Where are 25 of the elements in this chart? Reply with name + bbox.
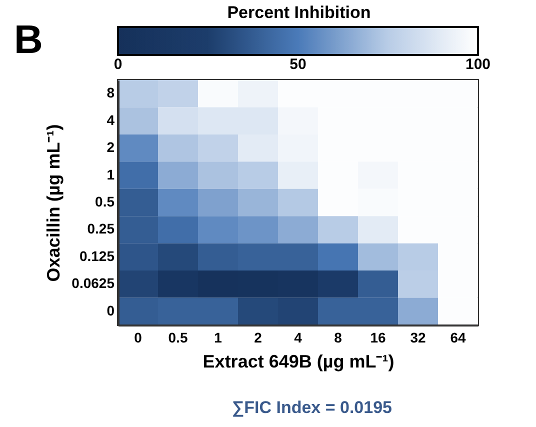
y-tick-label: 1 — [106, 166, 115, 182]
color-bar-label: 50 — [290, 56, 306, 73]
x-tick-label: 64 — [450, 330, 466, 346]
color-bar-label: 100 — [465, 56, 491, 73]
y-tick-label: 0.0625 — [72, 275, 115, 292]
y-tick-label: 0.125 — [79, 248, 115, 264]
y-tick-label: 8 — [106, 84, 115, 101]
y-tick-label: 0 — [106, 302, 115, 318]
y-axis-title: Oxacillin (µg mL⁻¹) — [44, 124, 64, 282]
text: B — [14, 18, 43, 63]
y-tick-label: 0.5 — [95, 194, 115, 210]
x-tick-label: 0 — [134, 330, 142, 346]
x-tick-label: 32 — [410, 330, 426, 346]
y-tick-label: 2 — [106, 139, 115, 156]
legend-title: Percent Inhibition — [227, 3, 371, 22]
y-tick-label: 0.25 — [87, 220, 115, 237]
x-tick-label: 1 — [214, 330, 222, 346]
x-tick-label: 2 — [254, 330, 262, 346]
x-tick-label: 16 — [370, 330, 386, 346]
x-axis-title: Extract 649B (µg mL⁻¹) — [202, 352, 394, 372]
x-tick-label: 4 — [294, 330, 302, 346]
y-tick-label: 4 — [106, 112, 115, 128]
x-tick-label: 0.5 — [168, 330, 188, 346]
x-tick-label: 8 — [334, 330, 342, 346]
text: ∑FIC Index = 0.0195 — [232, 398, 392, 418]
